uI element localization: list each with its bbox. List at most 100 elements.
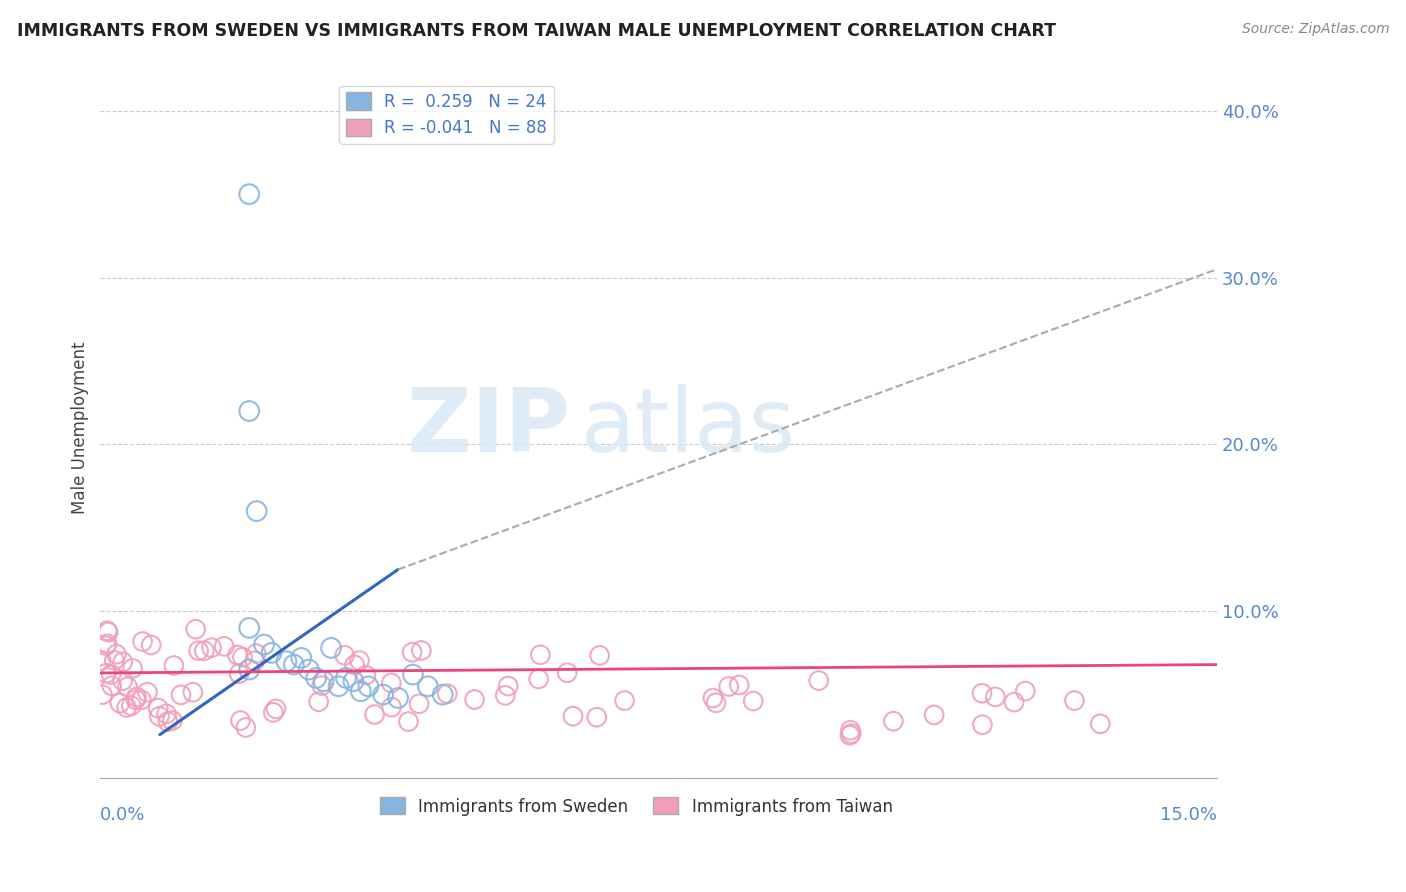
Point (238, 621, 260, 635)
Point (312, 674, 335, 689)
Point (527, 672, 550, 686)
Point (163, 658, 186, 673)
Point (131, 634, 153, 648)
Point (588, 648, 610, 663)
Point (276, 654, 298, 668)
Point (97, 625, 120, 640)
Point (212, 640, 235, 654)
Point (238, 187, 260, 202)
Point (90, 654, 112, 668)
Point (156, 714, 179, 729)
Point (100, 667, 122, 681)
Point (108, 696, 131, 710)
Point (260, 646, 283, 660)
Point (408, 697, 430, 711)
Point (290, 651, 312, 665)
Point (839, 723, 862, 738)
Point (411, 643, 433, 657)
Point (162, 714, 184, 728)
Point (148, 701, 170, 715)
Point (354, 668, 377, 682)
Point (984, 690, 1007, 704)
Point (416, 679, 439, 693)
Point (357, 679, 380, 693)
Point (245, 647, 267, 661)
Point (343, 657, 366, 672)
Point (839, 726, 862, 740)
Point (494, 689, 516, 703)
Point (120, 698, 142, 713)
Point (111, 673, 134, 688)
Point (728, 678, 751, 692)
Point (105, 647, 128, 661)
Point (187, 643, 209, 657)
Point (1063, 693, 1085, 707)
Point (121, 661, 143, 675)
Point (432, 688, 454, 702)
Point (1090, 717, 1112, 731)
Point (311, 679, 333, 693)
Point (350, 684, 373, 698)
Point (193, 644, 215, 658)
Point (328, 679, 350, 693)
Point (401, 645, 423, 659)
Point (155, 706, 177, 721)
Point (235, 720, 257, 734)
Point (298, 663, 321, 677)
Point (380, 676, 402, 690)
Point (264, 702, 287, 716)
Point (807, 673, 830, 688)
Point (333, 648, 356, 663)
Legend: Immigrants from Sweden, Immigrants from Taiwan: Immigrants from Sweden, Immigrants from … (373, 790, 900, 822)
Point (922, 707, 945, 722)
Point (970, 686, 993, 700)
Point (246, 504, 269, 518)
Point (136, 685, 159, 699)
Point (342, 674, 364, 689)
Point (717, 680, 740, 694)
Point (398, 714, 420, 729)
Point (200, 640, 222, 655)
Point (91, 688, 114, 702)
Text: atlas: atlas (581, 384, 796, 471)
Point (125, 690, 148, 704)
Point (226, 648, 249, 662)
Point (402, 667, 425, 681)
Text: 0.0%: 0.0% (100, 806, 146, 824)
Point (184, 622, 207, 636)
Point (103, 653, 125, 667)
Point (436, 687, 458, 701)
Point (111, 655, 134, 669)
Point (373, 688, 395, 702)
Point (181, 685, 204, 699)
Point (464, 692, 486, 706)
Point (125, 692, 148, 706)
Point (117, 680, 139, 694)
Text: ZIP: ZIP (406, 384, 569, 471)
Point (96, 666, 118, 681)
Point (335, 671, 357, 685)
Point (562, 709, 585, 723)
Point (704, 696, 727, 710)
Point (308, 695, 330, 709)
Y-axis label: Male Unemployment: Male Unemployment (72, 342, 89, 514)
Point (882, 714, 904, 729)
Point (529, 648, 551, 662)
Text: Source: ZipAtlas.com: Source: ZipAtlas.com (1241, 22, 1389, 37)
Point (1014, 684, 1036, 698)
Point (585, 710, 607, 724)
Point (742, 694, 765, 708)
Point (349, 654, 371, 668)
Point (141, 638, 163, 652)
Point (972, 717, 994, 731)
Point (231, 650, 253, 665)
Point (319, 640, 342, 655)
Point (262, 706, 284, 720)
Point (243, 654, 266, 668)
Text: IMMIGRANTS FROM SWEDEN VS IMMIGRANTS FROM TAIWAN MALE UNEMPLOYMENT CORRELATION C: IMMIGRANTS FROM SWEDEN VS IMMIGRANTS FRO… (17, 22, 1056, 40)
Point (363, 707, 385, 722)
Point (238, 663, 260, 677)
Point (96, 639, 118, 653)
Point (613, 693, 636, 707)
Point (702, 691, 724, 706)
